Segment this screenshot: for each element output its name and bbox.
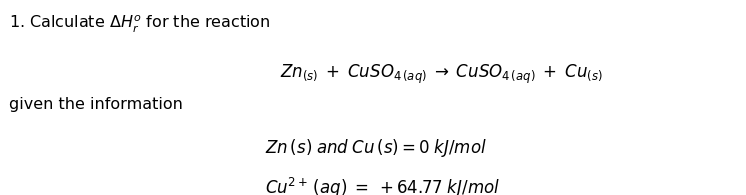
Text: $Zn_{(s)}\;+\;CuSO_{4\,(aq)}\;\rightarrow\;CuSO_{4\,(aq)}\;+\;Cu_{(s)}$: $Zn_{(s)}\;+\;CuSO_{4\,(aq)}\;\rightarro… — [280, 62, 603, 86]
Text: given the information: given the information — [9, 98, 183, 113]
Text: 1. Calculate $\Delta H_r^o$ for the reaction: 1. Calculate $\Delta H_r^o$ for the reac… — [9, 14, 271, 35]
Text: $Zn\,(s)\;\mathit{and}\;Cu\,(s) = 0\;kJ/mol$: $Zn\,(s)\;\mathit{and}\;Cu\,(s) = 0\;kJ/… — [265, 137, 486, 160]
Text: $Cu^{2+}\,(aq)\;=\;+64.77\;kJ/mol$: $Cu^{2+}\,(aq)\;=\;+64.77\;kJ/mol$ — [265, 176, 500, 195]
